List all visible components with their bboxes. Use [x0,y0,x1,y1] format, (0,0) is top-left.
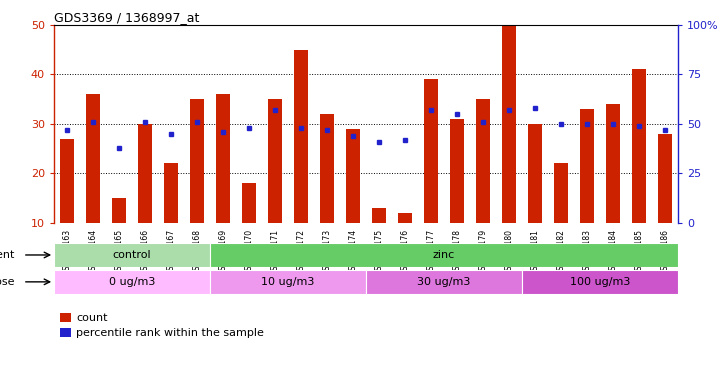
Bar [138,124,152,223]
Bar [658,134,672,223]
Bar [372,208,386,223]
Bar [54,270,210,294]
Bar [320,114,334,223]
Bar [476,99,490,223]
Bar [606,104,620,223]
Text: 30 ug/m3: 30 ug/m3 [417,277,471,287]
Bar [267,99,282,223]
Text: 0 ug/m3: 0 ug/m3 [109,277,155,287]
Bar [346,129,360,223]
Bar [580,109,594,223]
Text: zinc: zinc [433,250,455,260]
Bar [293,50,308,223]
Bar [216,94,230,223]
Legend: count, percentile rank within the sample: count, percentile rank within the sample [60,313,264,338]
Bar [522,270,678,294]
Bar [366,270,522,294]
Text: agent: agent [0,250,15,260]
Bar [210,270,366,294]
Bar [502,25,516,223]
Text: control: control [112,250,151,260]
Text: GDS3369 / 1368997_at: GDS3369 / 1368997_at [54,11,200,24]
Bar [210,243,678,267]
Bar [54,243,210,267]
Bar [632,70,646,223]
Text: 100 ug/m3: 100 ug/m3 [570,277,630,287]
Text: dose: dose [0,277,15,287]
Bar [424,79,438,223]
Bar [60,139,74,223]
Bar [450,119,464,223]
Bar [86,94,100,223]
Bar [398,213,412,223]
Bar [164,164,178,223]
Bar [190,99,204,223]
Bar [554,164,568,223]
Bar [528,124,542,223]
Text: 10 ug/m3: 10 ug/m3 [261,277,314,287]
Bar [112,198,126,223]
Bar [242,183,256,223]
